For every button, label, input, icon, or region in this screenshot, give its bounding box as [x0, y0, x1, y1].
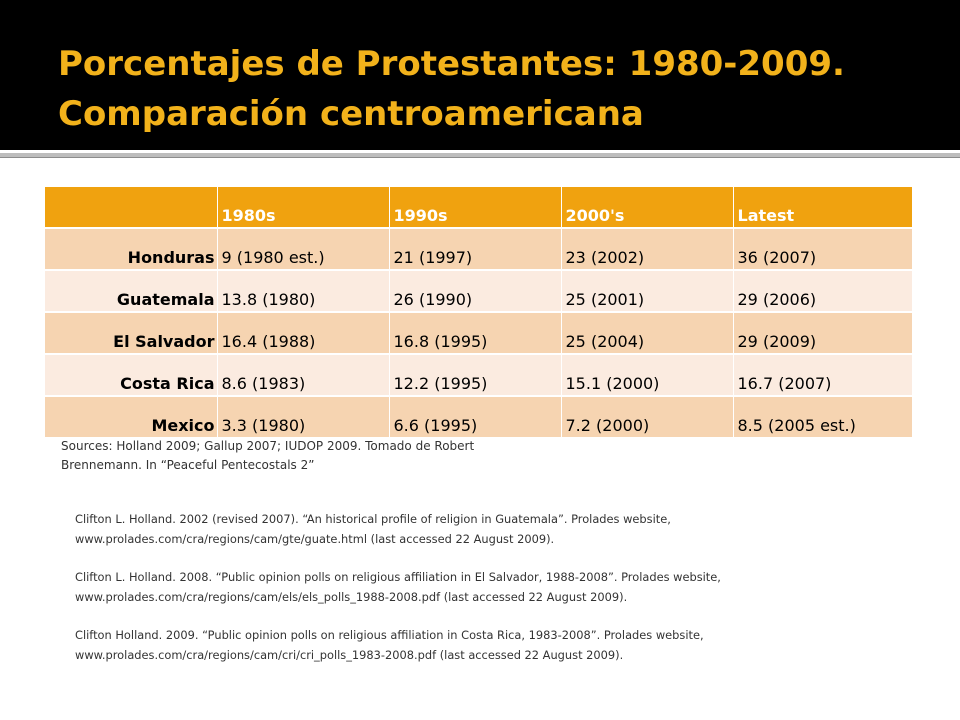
slide-title-line-1: Porcentajes de Protestantes: 1980-2009.: [58, 44, 845, 84]
table-row: Costa Rica 8.6 (1983) 12.2 (1995) 15.1 (…: [45, 354, 912, 397]
row-country: Honduras: [45, 228, 218, 271]
sources-note: Sources: Holland 2009; Gallup 2007; IUDO…: [61, 437, 521, 475]
table-header-2000s: 2000's: [561, 187, 734, 229]
table-cell: 8.6 (1983): [217, 354, 390, 397]
table-cell: 9 (1980 est.): [217, 228, 390, 271]
table-cell: 29 (2009): [733, 312, 912, 355]
table-row: Guatemala 13.8 (1980) 26 (1990) 25 (2001…: [45, 270, 912, 313]
table-header-row: 1980s 1990s 2000's Latest: [45, 187, 912, 229]
table-row: Honduras 9 (1980 est.) 21 (1997) 23 (200…: [45, 228, 912, 271]
table-cell: 23 (2002): [561, 228, 734, 271]
title-divider: [0, 153, 960, 158]
table-cell: 3.3 (1980): [217, 396, 390, 439]
table-cell: 13.8 (1980): [217, 270, 390, 313]
table-header-corner: [45, 187, 218, 229]
table-cell: 16.7 (2007): [733, 354, 912, 397]
table-header-1990s: 1990s: [389, 187, 562, 229]
table-cell: 25 (2004): [561, 312, 734, 355]
reference-url: www.prolades.com/cra/regions/cam/els/els…: [75, 589, 628, 604]
references-list: Clifton L. Holland. 2002 (revised 2007).…: [75, 510, 915, 684]
table-cell: 29 (2006): [733, 270, 912, 313]
table-cell: 6.6 (1995): [389, 396, 562, 439]
table-cell: 16.4 (1988): [217, 312, 390, 355]
reference-citation: Clifton L. Holland. 2002 (revised 2007).…: [75, 512, 671, 526]
reference-url: www.prolades.com/cra/regions/cam/cri/cri…: [75, 647, 624, 662]
table-cell: 15.1 (2000): [561, 354, 734, 397]
sources-line-1: Sources: Holland 2009; Gallup 2007; IUDO…: [61, 439, 475, 453]
row-country: El Salvador: [45, 312, 218, 355]
table-cell: 7.2 (2000): [561, 396, 734, 439]
reference-entry: Clifton Holland. 2009. “Public opinion p…: [75, 626, 915, 665]
reference-url: www.prolades.com/cra/regions/cam/gte/gua…: [75, 531, 555, 546]
table-row: El Salvador 16.4 (1988) 16.8 (1995) 25 (…: [45, 312, 912, 355]
reference-entry: Clifton L. Holland. 2002 (revised 2007).…: [75, 510, 915, 549]
table-cell: 26 (1990): [389, 270, 562, 313]
table-cell: 21 (1997): [389, 228, 562, 271]
reference-entry: Clifton L. Holland. 2008. “Public opinio…: [75, 568, 915, 607]
table-cell: 16.8 (1995): [389, 312, 562, 355]
title-bar: Porcentajes de Protestantes: 1980-2009. …: [0, 0, 960, 150]
table-cell: 25 (2001): [561, 270, 734, 313]
sources-line-2: Brennemann. In “Peaceful Pentecostals 2”: [61, 458, 315, 472]
slide-title-line-2: Comparación centroamericana: [58, 94, 644, 134]
row-country: Guatemala: [45, 270, 218, 313]
table-header-1980s: 1980s: [217, 187, 390, 229]
table-cell: 8.5 (2005 est.): [733, 396, 912, 439]
table-cell: 12.2 (1995): [389, 354, 562, 397]
protestant-percentages-table: 1980s 1990s 2000's Latest Honduras 9 (19…: [45, 187, 912, 439]
reference-citation: Clifton L. Holland. 2008. “Public opinio…: [75, 570, 721, 584]
row-country: Costa Rica: [45, 354, 218, 397]
row-country: Mexico: [45, 396, 218, 439]
table-header-latest: Latest: [733, 187, 912, 229]
reference-citation: Clifton Holland. 2009. “Public opinion p…: [75, 628, 704, 642]
table-cell: 36 (2007): [733, 228, 912, 271]
table-row: Mexico 3.3 (1980) 6.6 (1995) 7.2 (2000) …: [45, 396, 912, 439]
